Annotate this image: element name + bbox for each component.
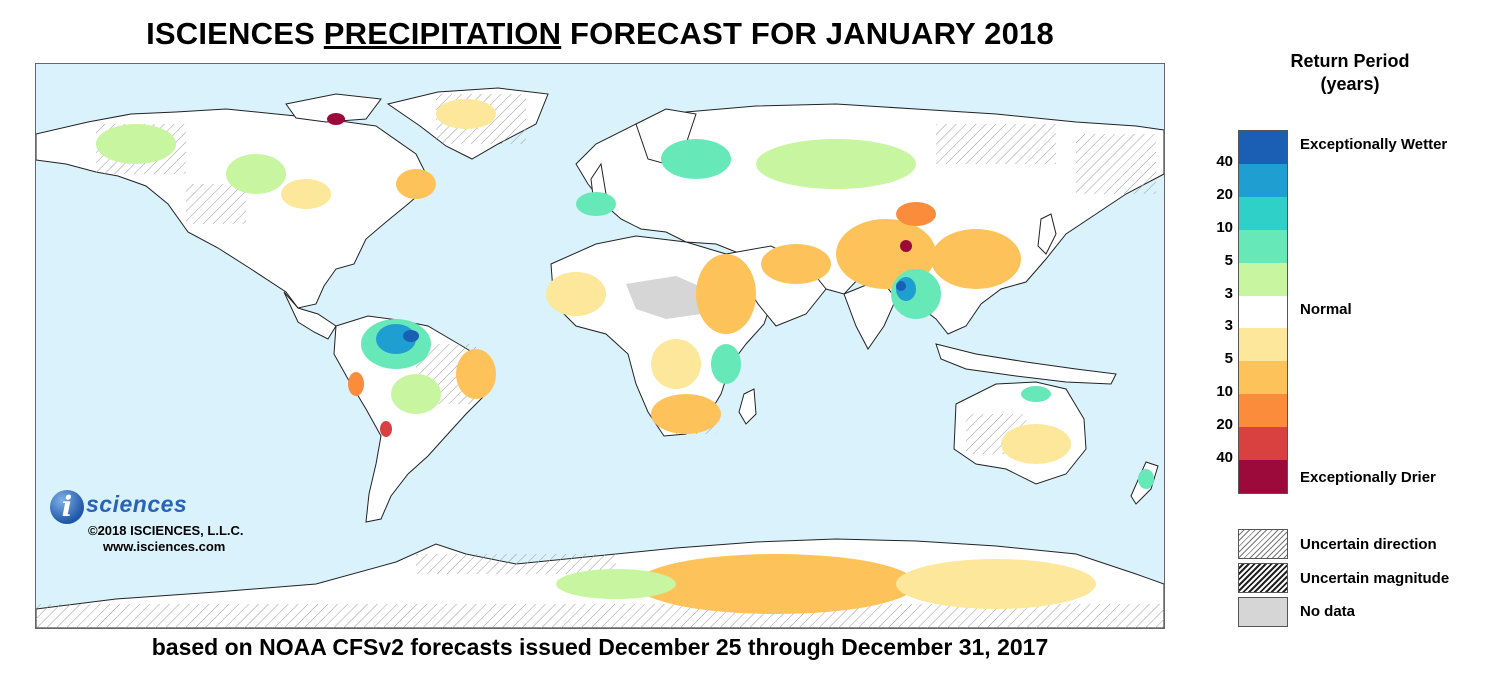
legend-color-bar (1238, 130, 1288, 494)
indonesia-landmass (935, 343, 1117, 385)
madagascar-landmass (738, 388, 757, 425)
legend-title-line2: (years) (1320, 74, 1380, 94)
map-subtitle: based on NOAA CFSv2 forecasts issued Dec… (151, 634, 1049, 660)
title-suffix: FORECAST FOR JANUARY 2018 (561, 16, 1054, 51)
legend-tick-4: 3 (1224, 284, 1233, 302)
no-data-label: No data (1300, 603, 1356, 620)
website-text: www.isciences.com (103, 539, 226, 554)
map-title: ISCIENCES PRECIPITATION FORECAST FOR JAN… (35, 16, 1165, 52)
legend-tick-3: 5 (1224, 251, 1233, 269)
legend-segment-10 (1239, 460, 1287, 494)
legend-title: Return Period (years) (1240, 50, 1460, 96)
legend-tick-5: 3 (1224, 317, 1233, 335)
legend-tick-0: 40 (1216, 152, 1233, 170)
legend-tick-1: 20 (1216, 185, 1233, 203)
world-map (35, 63, 1165, 629)
india-landmass (843, 278, 897, 350)
legend-segment-8 (1239, 394, 1287, 428)
legend-segment-3 (1239, 229, 1287, 264)
legend-segment-9 (1239, 427, 1287, 461)
wetter-anomalies (96, 124, 1154, 599)
legend-segment-7 (1239, 361, 1287, 395)
legend-tick-9: 40 (1216, 449, 1233, 467)
legend-segment-6 (1239, 328, 1287, 362)
uncertain-magnitude-label: Uncertain magnitude (1300, 570, 1450, 587)
legend-tick-2: 10 (1216, 218, 1233, 236)
isciences-logo: i sciences ©2018 ISCIENCES, L.L.C. www.i… (50, 487, 290, 557)
legend-tick-6: 5 (1224, 350, 1233, 368)
title-emphasis: PRECIPITATION (323, 16, 562, 51)
label-exceptionally-drier: Exceptionally Drier (1300, 469, 1436, 486)
drier-anomalies (281, 99, 1096, 614)
legend-tick-7: 10 (1216, 383, 1233, 401)
uncertain-direction-swatch (1238, 529, 1288, 559)
arctic-islands-landmass (285, 93, 382, 123)
legend-segment-0 (1239, 131, 1287, 165)
japan-landmass (1037, 213, 1057, 255)
title-prefix: ISCIENCES (146, 16, 324, 51)
uncertain-direction-label: Uncertain direction (1300, 536, 1437, 553)
legend-segment-4 (1239, 262, 1287, 297)
legend-segment-5 (1239, 295, 1287, 329)
no-data-region (626, 276, 706, 319)
uncertain-magnitude-swatch (1238, 563, 1288, 593)
world-map-svg (36, 87, 1164, 628)
copyright-text: ©2018 ISCIENCES, L.L.C. (88, 523, 244, 538)
legend-segment-1 (1239, 163, 1287, 198)
label-normal: Normal (1300, 301, 1352, 318)
no-data-swatch (1238, 597, 1288, 627)
central-america-landmass (283, 291, 337, 340)
legend-segment-2 (1239, 196, 1287, 231)
logo-wordmark: sciences (86, 491, 188, 517)
legend-title-line1: Return Period (1290, 51, 1410, 71)
legend-tick-8: 20 (1216, 416, 1233, 434)
label-exceptionally-wetter: Exceptionally Wetter (1300, 136, 1448, 153)
logo-badge: i (50, 490, 84, 524)
